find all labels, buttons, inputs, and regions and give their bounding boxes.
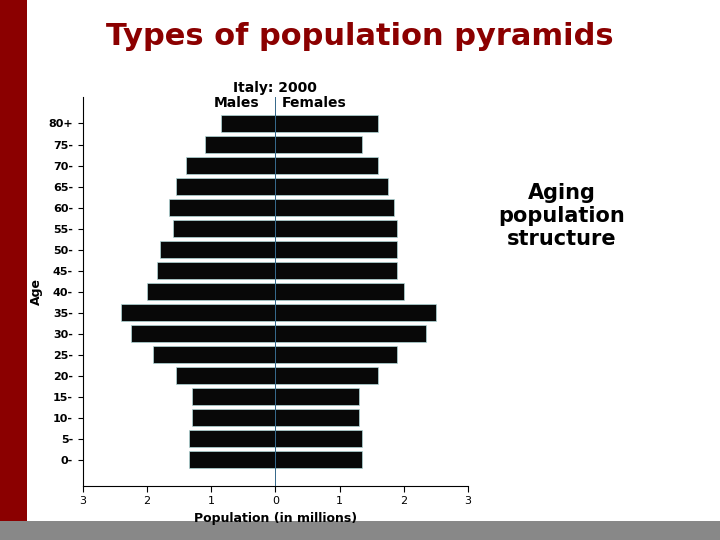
Bar (131, 325, 275, 342)
Bar (275, 409, 359, 426)
Bar (275, 304, 436, 321)
Bar (176, 367, 275, 384)
Bar (186, 157, 275, 174)
Text: Females: Females (282, 96, 346, 110)
Bar (153, 346, 275, 363)
Bar (147, 283, 275, 300)
X-axis label: Population (in millions): Population (in millions) (194, 512, 357, 525)
Bar (192, 388, 275, 406)
Bar (275, 451, 362, 468)
Bar (275, 262, 397, 279)
Bar (275, 346, 397, 363)
Bar (275, 367, 378, 384)
Title: Italy: 2000: Italy: 2000 (233, 80, 318, 94)
Bar (275, 136, 362, 153)
Bar (160, 241, 275, 258)
Bar (275, 157, 378, 174)
Bar (192, 409, 275, 426)
Bar (189, 430, 275, 447)
Bar (275, 325, 426, 342)
Text: Types of population pyramids: Types of population pyramids (106, 22, 614, 51)
Bar (275, 220, 397, 237)
Bar (157, 262, 275, 279)
Bar (221, 115, 275, 132)
Bar (189, 451, 275, 468)
Bar (275, 199, 394, 216)
Y-axis label: Age: Age (30, 278, 43, 305)
Bar (176, 178, 275, 195)
Bar (204, 136, 275, 153)
Bar (169, 199, 275, 216)
Text: Aging
population
structure: Aging population structure (498, 183, 625, 249)
Bar (275, 178, 388, 195)
Bar (275, 388, 359, 406)
Text: Males: Males (214, 96, 260, 110)
Bar (122, 304, 275, 321)
Bar (275, 241, 397, 258)
Bar (173, 220, 275, 237)
Bar (275, 430, 362, 447)
Bar (275, 283, 404, 300)
Bar (275, 115, 378, 132)
